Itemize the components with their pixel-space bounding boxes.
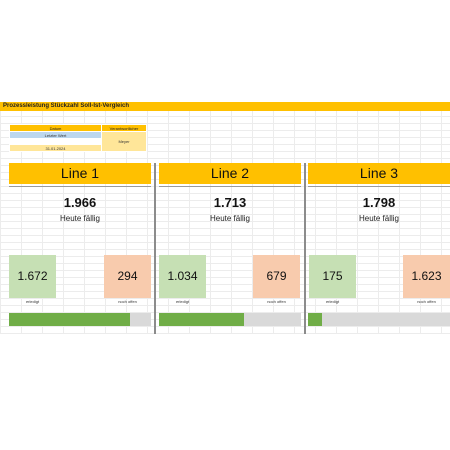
- responsible-header[interactable]: Verantwortlicher: [101, 124, 147, 132]
- open-count: 679: [253, 255, 300, 298]
- open-label: noch offen: [267, 299, 286, 304]
- due-count: 1.713: [213, 195, 247, 210]
- line-header[interactable]: Line 2: [159, 163, 301, 184]
- open-count: 1.623: [403, 255, 450, 298]
- progress-bar: [9, 313, 151, 326]
- progress-fill: [308, 313, 323, 326]
- due-label: Heute fällig: [59, 214, 101, 223]
- panel-divider: [304, 163, 306, 334]
- sheet-title: Prozessleistung Stückzahl Soll-Ist-Vergl…: [0, 102, 450, 111]
- progress-fill: [159, 313, 245, 326]
- line-header[interactable]: Line 3: [308, 163, 450, 184]
- open-count: 294: [104, 255, 151, 298]
- done-label: erledigt: [325, 299, 340, 304]
- due-label: Heute fällig: [358, 214, 400, 223]
- done-count: 1.672: [9, 255, 56, 298]
- responsible-value[interactable]: Meyer: [101, 131, 147, 152]
- header-rule: [308, 186, 450, 187]
- panel-divider: [154, 163, 156, 334]
- done-count: 1.034: [159, 255, 206, 298]
- open-label: noch offen: [417, 299, 436, 304]
- info-table: Datum Verantwortlicher Letzter Wert Meye…: [9, 124, 147, 152]
- done-label: erledigt: [175, 299, 190, 304]
- header-rule: [159, 186, 301, 187]
- due-label: Heute fällig: [209, 214, 251, 223]
- due-count: 1.798: [362, 195, 396, 210]
- progress-fill: [9, 313, 130, 326]
- done-count: 175: [309, 255, 356, 298]
- date-value[interactable]: 31.01.2024: [9, 144, 102, 152]
- open-label: noch offen: [118, 299, 137, 304]
- last-value-label[interactable]: Letzter Wert: [9, 131, 102, 139]
- header-rule: [9, 186, 151, 187]
- line-header[interactable]: Line 1: [9, 163, 151, 184]
- done-label: erledigt: [25, 299, 40, 304]
- due-count: 1.966: [63, 195, 97, 210]
- date-header[interactable]: Datum: [9, 124, 102, 132]
- progress-bar: [159, 313, 301, 326]
- progress-bar: [308, 313, 450, 326]
